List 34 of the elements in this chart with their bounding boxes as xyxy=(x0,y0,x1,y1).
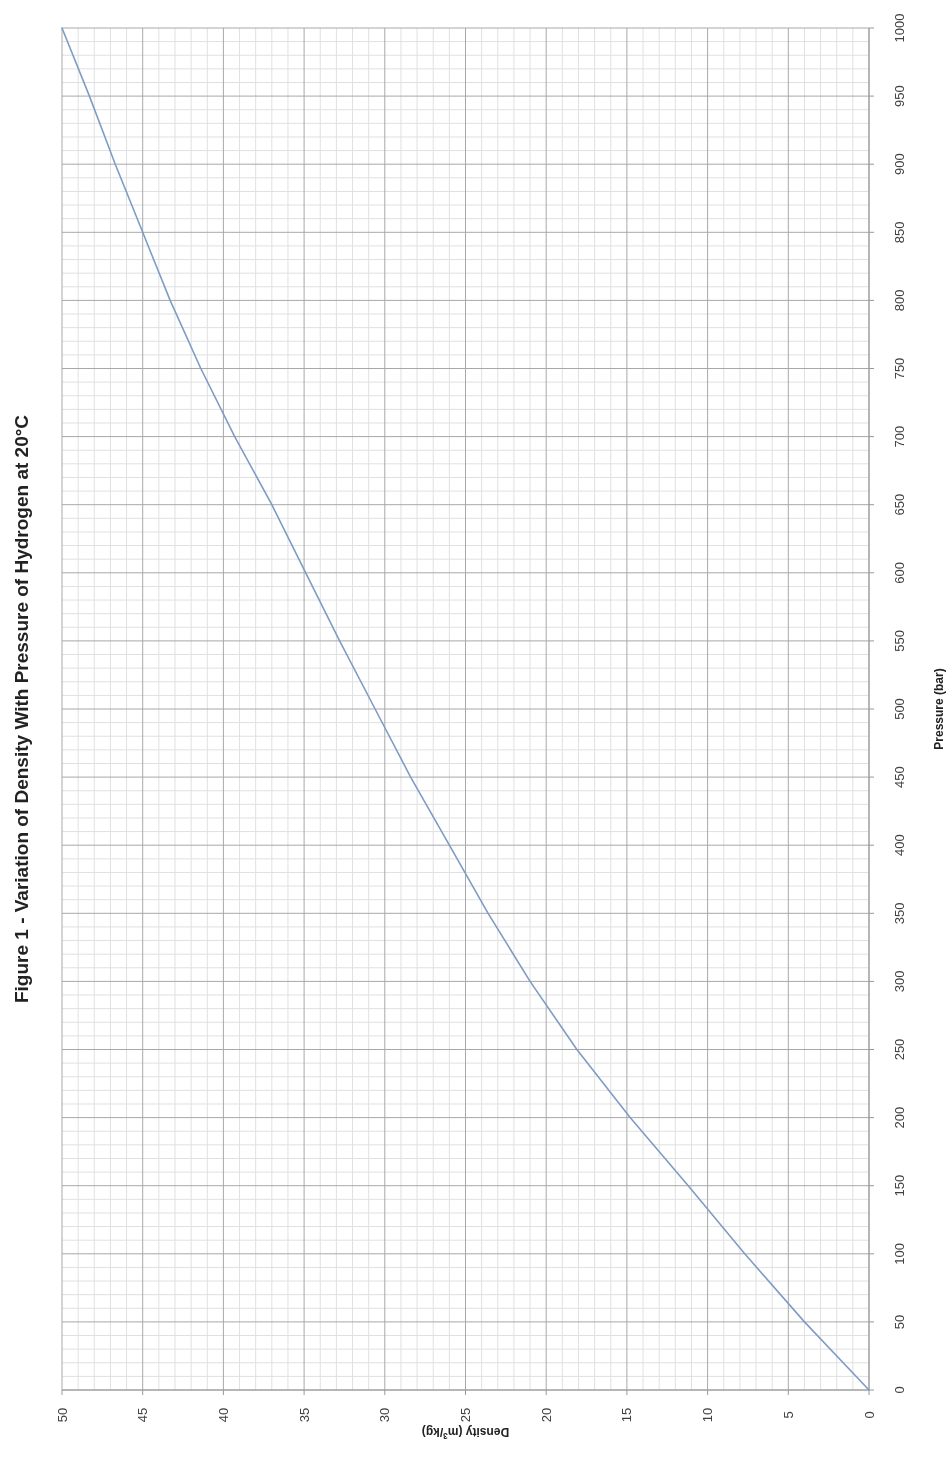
y-tick-label: 1000 xyxy=(891,13,907,43)
y-tick-label: 350 xyxy=(891,902,907,925)
y-tick-label: 450 xyxy=(891,766,907,788)
x-tick-label: 0 xyxy=(861,1411,877,1419)
y-tick-label: 700 xyxy=(891,425,907,448)
y-tick-label: 200 xyxy=(891,1106,907,1129)
y-tick-label: 850 xyxy=(891,221,907,244)
x-tick-label: 5 xyxy=(780,1411,796,1419)
x-tick-label: 50 xyxy=(54,1407,70,1423)
x-tick-label: 10 xyxy=(700,1407,716,1423)
y-tick-label: 750 xyxy=(891,357,907,380)
y-tick-label: 650 xyxy=(891,493,907,516)
y-tick-label: 550 xyxy=(891,630,907,652)
y-tick-label: 900 xyxy=(891,153,907,176)
x-tick-label: 35 xyxy=(296,1407,312,1423)
x-tick-label: 30 xyxy=(377,1407,393,1423)
text: Figure 1 - Variation of Density With Pressure of Hydrogen at 20°C xyxy=(11,414,32,1004)
y-tick-label: 800 xyxy=(891,289,907,312)
x-tick-label: 40 xyxy=(215,1407,231,1423)
y-tick-label: 950 xyxy=(891,85,907,107)
y-tick-label: 500 xyxy=(891,698,907,720)
x-tick-label: 20 xyxy=(538,1407,554,1423)
y-tick-label: 250 xyxy=(891,1038,907,1061)
y-tick-label: 0 xyxy=(891,1386,907,1394)
x-tick-label: 15 xyxy=(619,1407,635,1423)
y-tick-label: 300 xyxy=(891,970,907,993)
x-tick-label: 25 xyxy=(458,1407,474,1423)
y-tick-label: 150 xyxy=(891,1174,907,1197)
y-tick-label: 50 xyxy=(891,1314,907,1330)
y-tick-label: 600 xyxy=(891,561,907,584)
y-tick-label: 400 xyxy=(891,834,907,857)
x-tick-label: 45 xyxy=(135,1407,151,1423)
y-tick-label: 100 xyxy=(891,1242,907,1265)
y-axis-title: Pressure (bar) xyxy=(932,668,947,750)
